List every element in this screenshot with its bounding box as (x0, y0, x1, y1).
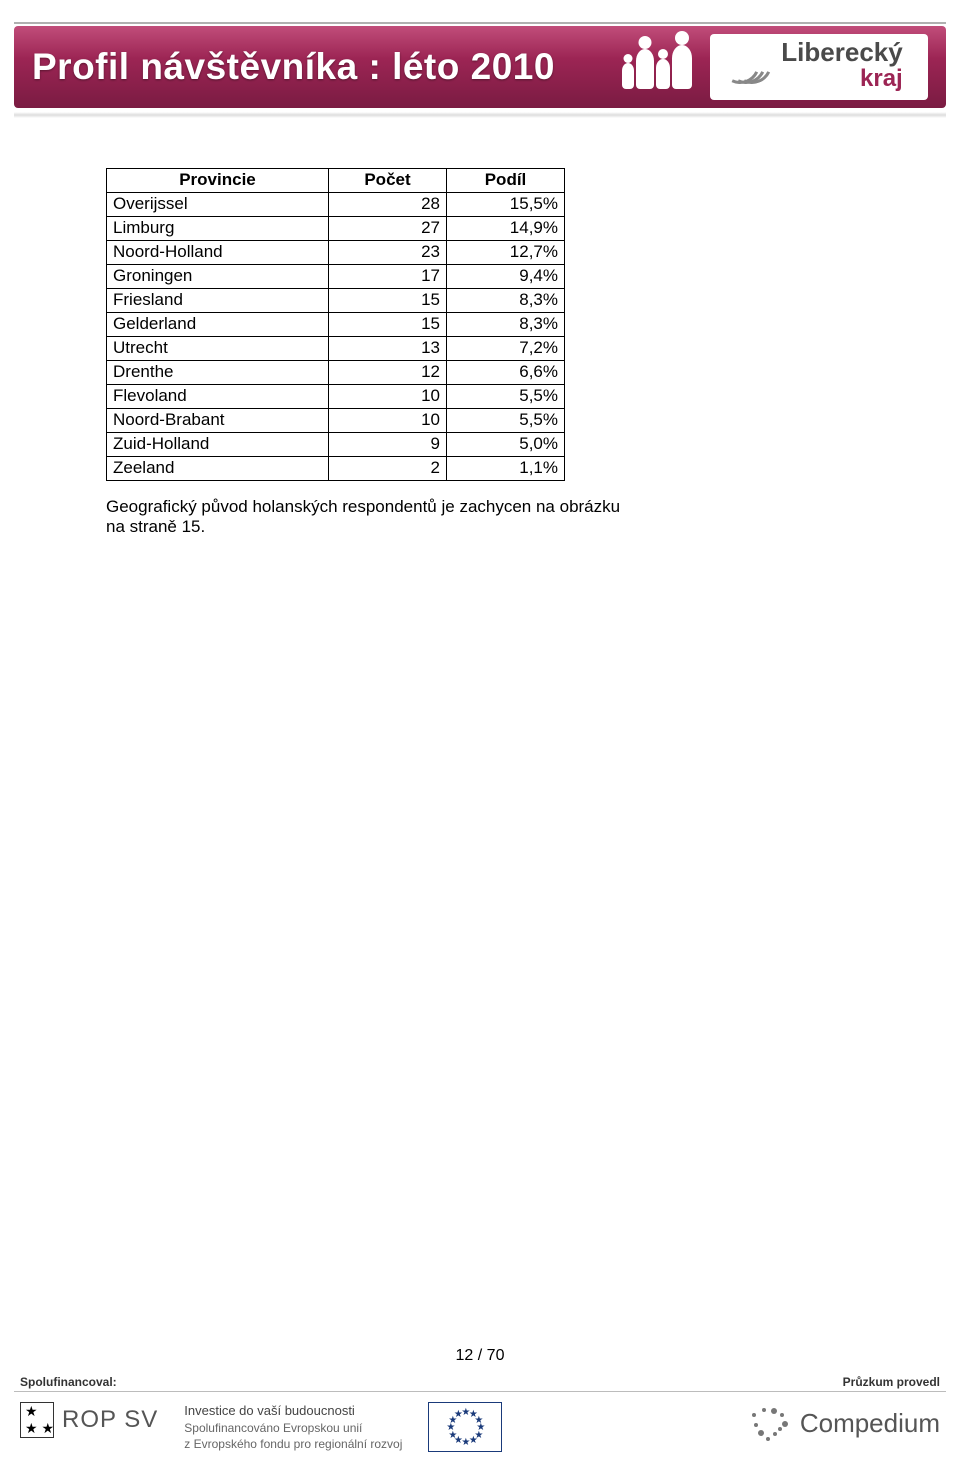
page-title: Profil návštěvníka : léto 2010 (32, 46, 622, 88)
cell-count: 10 (329, 385, 447, 409)
compedium-dots-icon (748, 1402, 790, 1444)
cell-share: 8,3% (447, 313, 565, 337)
page-footer: 12 / 70 Spolufinancoval: Průzkum provedl… (14, 1347, 946, 1452)
cell-province: Noord-Brabant (107, 409, 329, 433)
cell-count: 9 (329, 433, 447, 457)
cell-count: 10 (329, 409, 447, 433)
header-banner: Profil návštěvníka : léto 2010 Liberecký… (14, 26, 946, 108)
cell-share: 12,7% (447, 241, 565, 265)
cell-count: 15 (329, 289, 447, 313)
compedium-text: Compedium (800, 1408, 940, 1439)
ropsv-flag-icon: ★★ ★ (20, 1402, 54, 1438)
liberecky-logo: Liberecký kraj (710, 34, 928, 100)
table-row: Flevoland105,5% (107, 385, 565, 409)
cell-count: 2 (329, 457, 447, 481)
logo-sub-text: kraj (781, 65, 902, 93)
table-row: Zuid-Holland95,0% (107, 433, 565, 457)
family-icon (622, 45, 692, 89)
cell-share: 15,5% (447, 193, 565, 217)
cell-share: 5,5% (447, 409, 565, 433)
logo-main-text: Liberecký (781, 41, 902, 64)
table-row: Drenthe126,6% (107, 361, 565, 385)
invest-line2: Spolufinancováno Evropskou unií (184, 1420, 402, 1436)
invest-line3: z Evropského fondu pro regionální rozvoj (184, 1436, 402, 1452)
cell-province: Utrecht (107, 337, 329, 361)
cell-province: Friesland (107, 289, 329, 313)
col-header-province: Provincie (107, 169, 329, 193)
cell-count: 15 (329, 313, 447, 337)
investment-text: Investice do vaší budoucnosti Spolufinan… (184, 1402, 402, 1452)
footer-rule (14, 1391, 946, 1392)
content-area: Provincie Počet Podíl Overijssel2815,5%L… (106, 168, 626, 537)
cell-province: Drenthe (107, 361, 329, 385)
cell-province: Flevoland (107, 385, 329, 409)
table-row: Limburg2714,9% (107, 217, 565, 241)
cell-count: 17 (329, 265, 447, 289)
cell-share: 5,5% (447, 385, 565, 409)
cell-count: 23 (329, 241, 447, 265)
cell-count: 28 (329, 193, 447, 217)
table-row: Noord-Brabant105,5% (107, 409, 565, 433)
cell-share: 7,2% (447, 337, 565, 361)
header-rule-top (14, 22, 946, 24)
cell-province: Zuid-Holland (107, 433, 329, 457)
table-row: Overijssel2815,5% (107, 193, 565, 217)
province-table: Provincie Počet Podíl Overijssel2815,5%L… (106, 168, 565, 481)
table-row: Gelderland158,3% (107, 313, 565, 337)
footer-left-label: Spolufinancoval: (20, 1375, 117, 1389)
table-header-row: Provincie Počet Podíl (107, 169, 565, 193)
col-header-share: Podíl (447, 169, 565, 193)
invest-line1: Investice do vaší budoucnosti (184, 1402, 402, 1420)
cell-share: 9,4% (447, 265, 565, 289)
table-row: Zeeland21,1% (107, 457, 565, 481)
table-row: Groningen179,4% (107, 265, 565, 289)
col-header-count: Počet (329, 169, 447, 193)
ropsv-logo: ★★ ★ ROP SV (20, 1402, 158, 1438)
cell-count: 27 (329, 217, 447, 241)
footer-right-label: Průzkum provedl (843, 1375, 940, 1389)
cell-count: 13 (329, 337, 447, 361)
header-rule-bottom (14, 112, 946, 118)
table-row: Noord-Holland2312,7% (107, 241, 565, 265)
compedium-logo: Compedium (748, 1402, 940, 1444)
table-row: Friesland158,3% (107, 289, 565, 313)
cell-share: 1,1% (447, 457, 565, 481)
cell-share: 8,3% (447, 289, 565, 313)
cell-share: 6,6% (447, 361, 565, 385)
table-row: Utrecht137,2% (107, 337, 565, 361)
swoosh-icon (720, 48, 764, 88)
ropsv-text: ROP SV (62, 1406, 158, 1434)
cell-share: 14,9% (447, 217, 565, 241)
cell-share: 5,0% (447, 433, 565, 457)
cell-count: 12 (329, 361, 447, 385)
eu-flag-icon: ★★★★★★★★★★★★ (428, 1402, 502, 1452)
page-number: 12 / 70 (14, 1347, 946, 1365)
cell-province: Limburg (107, 217, 329, 241)
cell-province: Zeeland (107, 457, 329, 481)
cell-province: Overijssel (107, 193, 329, 217)
cell-province: Gelderland (107, 313, 329, 337)
cell-province: Groningen (107, 265, 329, 289)
cell-province: Noord-Holland (107, 241, 329, 265)
table-caption: Geografický původ holanských respondentů… (106, 497, 626, 537)
